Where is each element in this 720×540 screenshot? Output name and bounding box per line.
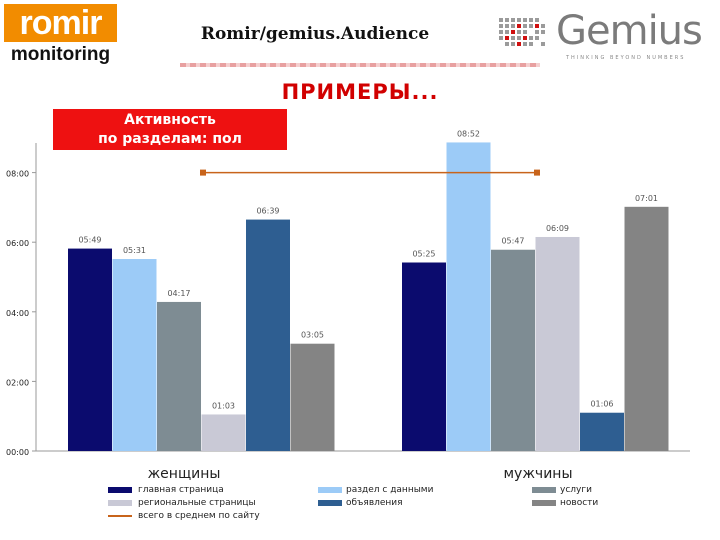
legend-swatch-main-page: [108, 487, 132, 493]
bar-data-label: 07:01: [635, 194, 658, 203]
bar: [491, 249, 535, 451]
y-tick-label: 06:00: [6, 239, 29, 248]
bar: [201, 414, 246, 451]
bar: [157, 301, 201, 451]
romir-logo-word: romir: [19, 4, 103, 42]
header-divider: [180, 63, 540, 67]
page-title: Romir/gemius.Audience: [200, 24, 430, 44]
bar-data-label: 04:17: [167, 289, 190, 298]
bar-data-label: 06:09: [546, 224, 569, 233]
legend-swatch-services: [532, 487, 556, 493]
y-tick-label: 08:00: [6, 170, 29, 179]
average-marker: [200, 169, 206, 176]
legend-swatch-data-section: [318, 487, 342, 493]
chart-badge-line1: Активность: [124, 112, 216, 128]
bar: [246, 219, 290, 451]
legend-swatch-ads: [318, 500, 342, 506]
gemius-logo-word: Gemius: [556, 8, 703, 54]
slide-heading: ПРИМЕРЫ...: [281, 80, 439, 104]
bar: [446, 142, 491, 451]
legend-swatch-news: [532, 500, 556, 506]
gemius-logo-mark-icon: [499, 18, 545, 46]
legend-swatch-regional-pages: [108, 500, 132, 506]
gemius-logo-tagline: THINKING BEYOND NUMBERS: [566, 55, 686, 61]
group-label-women: женщины: [147, 466, 221, 482]
bar: [68, 248, 112, 451]
bar: [402, 262, 446, 451]
bar-data-label: 01:06: [590, 400, 613, 409]
bar-data-label: 06:39: [256, 207, 279, 216]
bar-data-label: 05:47: [501, 237, 524, 246]
bar: [290, 343, 335, 451]
bar-data-label: 05:49: [78, 236, 101, 245]
romir-logo-subtitle: monitoring: [10, 44, 111, 65]
chart-badge: Активность по разделам: пол: [53, 109, 287, 150]
y-tick-label: 04:00: [6, 309, 29, 318]
bar-data-label: 08:52: [457, 129, 480, 138]
bar-data-label: 05:25: [412, 250, 435, 259]
legend-label-main-page: главная страница: [138, 485, 224, 495]
bar: [624, 206, 669, 451]
legend-label-news: новости: [560, 498, 599, 508]
y-tick-label: 00:00: [6, 448, 29, 457]
bar-data-label: 03:05: [301, 331, 324, 340]
legend-label-average: всего в среднем по сайту: [138, 511, 260, 521]
legend-swatch-average: [108, 515, 132, 517]
bar-data-label: 01:03: [212, 401, 235, 410]
legend-label-ads: объявления: [346, 498, 403, 508]
y-tick-label: 02:00: [6, 378, 29, 387]
legend-label-data-section: раздел с данными: [346, 485, 434, 495]
bar-data-label: 05:31: [123, 246, 146, 255]
bar: [580, 412, 624, 451]
average-marker: [534, 169, 540, 176]
chart-badge-line2: по разделам: пол: [98, 131, 242, 147]
romir-logo: romir: [4, 4, 117, 42]
legend-label-regional-pages: региональные страницы: [138, 498, 256, 508]
bar: [535, 236, 580, 451]
bar: [112, 259, 157, 451]
group-label-men: мужчины: [503, 466, 573, 482]
legend-label-services: услуги: [560, 485, 592, 495]
